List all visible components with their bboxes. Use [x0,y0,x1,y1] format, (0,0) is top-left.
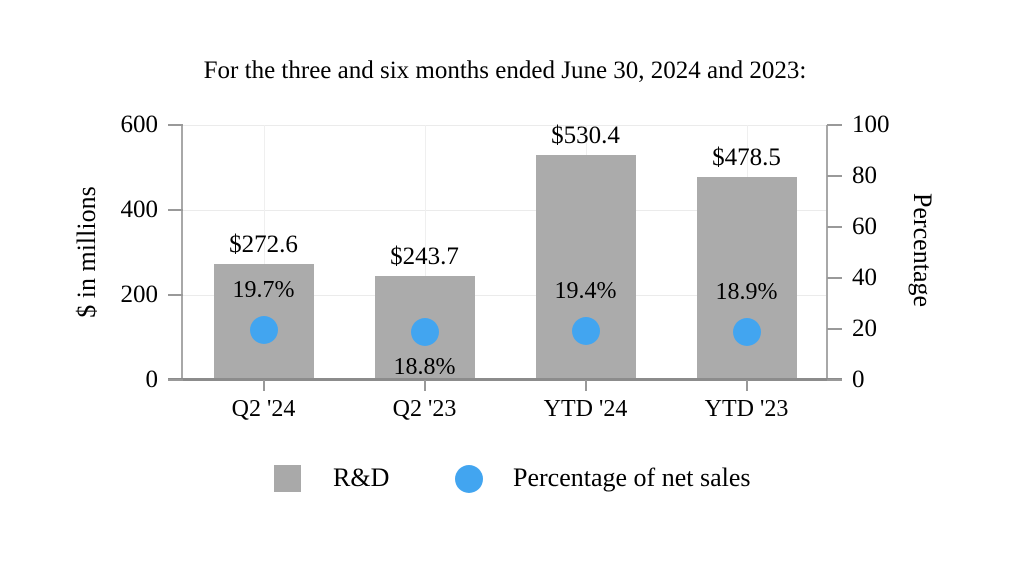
x-category-label: YTD '24 [543,396,628,422]
right-tick-label: 80 [852,162,877,189]
right-axis-tick [827,124,842,126]
x-category-label: Q2 '23 [392,396,457,422]
right-axis-tick [827,379,842,381]
pct-dot [249,315,278,344]
pct-dot [571,316,600,345]
left-tick-label: 600 [120,111,159,138]
gridline-horizontal [183,210,827,211]
legend-item-label: Percentage of net sales [513,463,751,492]
bar-value-label: $272.6 [229,231,298,259]
bar-value-label: $478.5 [712,143,781,171]
left-axis-tick [168,124,183,126]
left-tick-label: 400 [120,196,159,223]
bar-value-label: $530.4 [551,121,620,149]
right-axis-tick [827,277,842,279]
pct-label: 18.9% [715,278,778,305]
pct-dot [732,317,761,346]
bottom-axis-line [168,378,842,381]
left-axis-tick [168,379,183,381]
gridline-vertical [263,125,265,380]
x-category-label: YTD '23 [704,396,789,422]
right-axis-tick [827,328,842,330]
legend-item-label: R&D [333,463,390,492]
legend-swatch-circle [455,465,483,493]
x-category-label: Q2 '24 [231,396,296,422]
gridline-vertical [424,125,426,380]
legend-swatch-square [274,465,301,492]
right-axis-line [826,125,828,381]
chart-title: For the three and six months ended June … [203,57,807,84]
left-axis-tick [168,209,183,211]
right-tick-label: 40 [852,264,877,291]
bottom-axis-tick [262,380,265,391]
bar [535,154,636,380]
right-tick-label: 60 [852,213,877,240]
right-tick-label: 20 [852,315,877,342]
gridline-horizontal [183,295,827,296]
left-axis-tick [168,294,183,296]
gridline-horizontal [183,125,827,126]
bottom-axis-tick [423,380,426,391]
pct-label: 19.4% [554,277,617,304]
bar-value-label: $243.7 [390,243,459,271]
pct-label: 18.8% [393,354,456,381]
left-tick-label: 0 [145,366,159,393]
left-axis-line [181,125,183,381]
left-tick-label: 200 [120,281,159,308]
bottom-axis-tick [745,380,748,391]
right-axis-tick [827,226,842,228]
pct-dot [410,318,439,347]
bottom-axis-tick [584,380,587,391]
pct-label: 19.7% [232,276,295,303]
right-tick-label: 100 [852,111,890,138]
bar [696,176,797,380]
right-tick-label: 0 [852,366,865,393]
right-axis-tick [827,175,842,177]
